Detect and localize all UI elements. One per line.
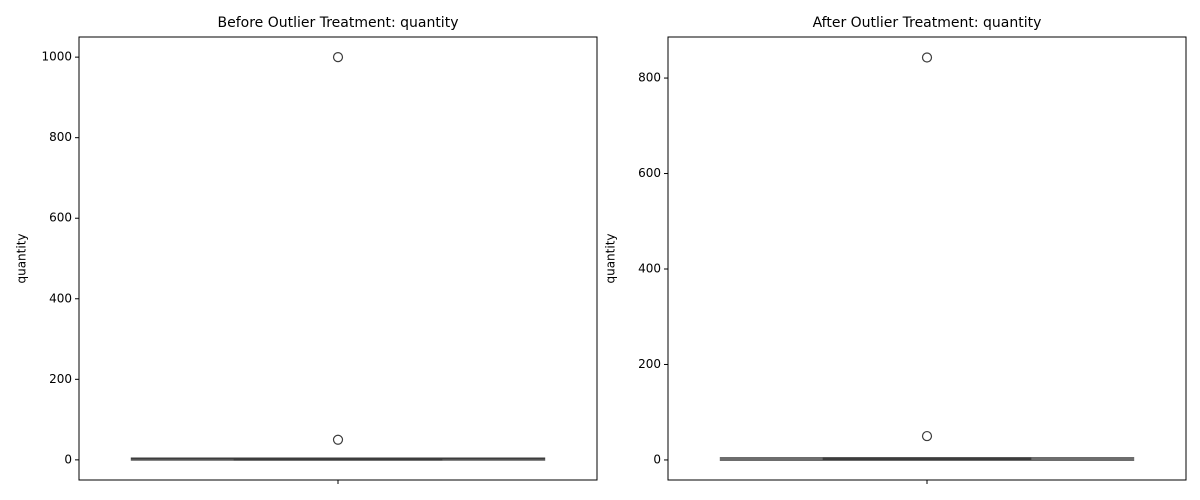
y-axis-label: quantity: [604, 233, 618, 283]
y-tick-label: 200: [49, 372, 72, 386]
outlier: [332, 434, 344, 445]
y-axis-label: quantity: [15, 233, 29, 283]
chart-title: Before Outlier Treatment: quantity: [218, 15, 459, 31]
y-tick-label: 800: [49, 130, 72, 144]
y-tick-label: 400: [638, 262, 661, 276]
y-tick-label: 1000: [41, 50, 72, 64]
y-tick-label: 0: [64, 452, 72, 466]
outlier: [921, 430, 933, 442]
y-tick-label: 0: [653, 452, 661, 466]
y-tick-label: 400: [49, 291, 72, 305]
axes-frame: [78, 36, 598, 481]
y-tick-label: 200: [638, 357, 661, 371]
chart-title: After Outlier Treatment: quantity: [813, 15, 1042, 31]
y-tick-label: 600: [638, 166, 661, 180]
y-tick-label: 800: [638, 71, 661, 85]
outlier: [332, 52, 344, 63]
y-tick-label: 600: [49, 211, 72, 225]
axes-frame: [667, 36, 1187, 481]
outlier: [921, 52, 933, 63]
